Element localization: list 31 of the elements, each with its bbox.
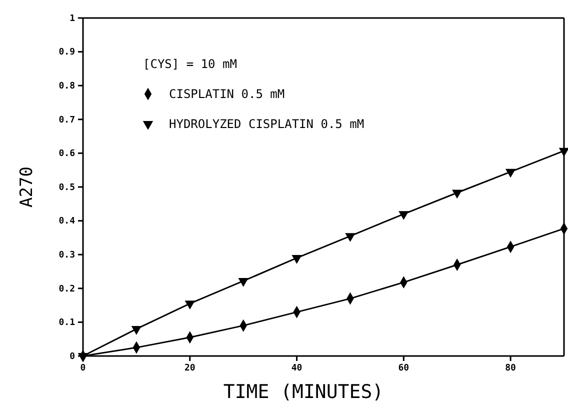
y-tick-label: 0.2 (58, 284, 75, 294)
y-tick-label: 1 (70, 14, 75, 24)
point (78, 353, 88, 362)
point (345, 233, 356, 242)
x-tick-label: 20 (184, 363, 196, 374)
y-axis-title: A270 (17, 166, 37, 208)
point (505, 168, 516, 178)
point (184, 300, 195, 310)
point (238, 278, 248, 287)
x-tick-label: 80 (505, 363, 516, 374)
point (292, 255, 302, 264)
point (452, 190, 462, 199)
point (131, 326, 142, 335)
y-tick-label: 0.1 (58, 318, 75, 328)
point (398, 211, 409, 220)
y-tick-label: 0.6 (58, 149, 75, 160)
x-tick-label: 0 (80, 363, 86, 374)
y-tick-label: 0.7 (58, 115, 75, 126)
y-tick-label: 0.5 (58, 182, 75, 193)
y-tick-label: 0.8 (58, 81, 75, 92)
x-axis-title: TIME (MINUTES) (223, 381, 384, 403)
y-tick-label: 0 (70, 352, 75, 362)
y-tick-label: 0.9 (58, 48, 75, 58)
legend-label: CISPLATIN 0.5 mM (169, 87, 285, 101)
y-tick-label: 0.3 (58, 250, 75, 260)
x-tick-label: 40 (291, 363, 302, 374)
y-tick-label: 0.4 (58, 216, 76, 227)
legend-label: HYDROLYZED CISPLATIN 0.5 mM (169, 117, 364, 131)
annotation: [CYS] = 10 mM (143, 57, 237, 71)
x-tick-label: 60 (398, 363, 410, 374)
point (558, 148, 568, 157)
